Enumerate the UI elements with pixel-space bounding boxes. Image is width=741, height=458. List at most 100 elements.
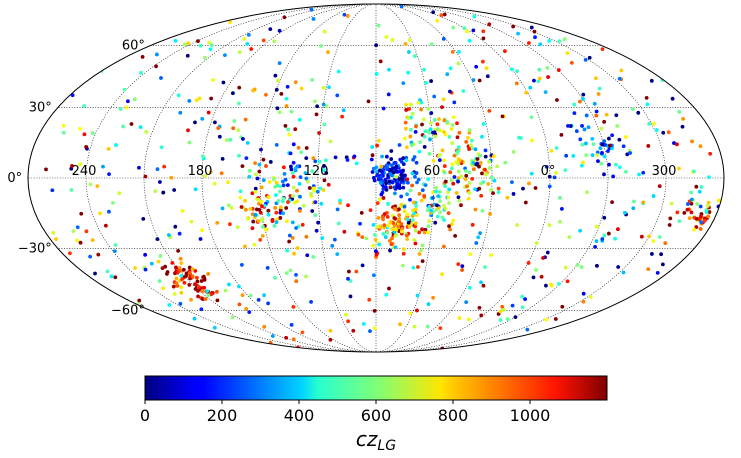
- galaxy-point: [351, 328, 356, 333]
- galaxy-point: [390, 180, 395, 185]
- galaxy-point: [422, 145, 427, 149]
- galaxy-point: [113, 275, 118, 280]
- galaxy-point: [277, 110, 282, 115]
- galaxy-point: [194, 98, 199, 103]
- galaxy-point: [319, 201, 324, 206]
- galaxy-point: [375, 224, 380, 229]
- galaxy-point: [408, 311, 413, 316]
- galaxy-point: [98, 211, 103, 216]
- galaxy-point: [657, 184, 662, 189]
- galaxy-point: [442, 203, 446, 208]
- graticule: [28, 4, 724, 352]
- galaxy-point: [374, 252, 379, 257]
- galaxy-point: [231, 126, 236, 131]
- galaxy-point: [342, 12, 347, 17]
- galaxy-point: [581, 97, 585, 101]
- galaxy-point: [209, 96, 214, 101]
- meridian-line: [396, 4, 667, 352]
- galaxy-point: [433, 220, 438, 225]
- galaxy-point: [451, 115, 456, 120]
- galaxy-point: [414, 160, 419, 165]
- galaxy-point: [536, 79, 541, 84]
- galaxy-point: [447, 187, 452, 192]
- galaxy-point: [705, 204, 710, 208]
- galaxy-point: [276, 78, 280, 83]
- galaxy-point: [182, 42, 187, 47]
- meridian-line: [259, 4, 368, 352]
- galaxy-point: [559, 132, 564, 137]
- galaxy-point: [692, 169, 696, 174]
- galaxy-point: [305, 253, 310, 258]
- galaxy-point: [413, 221, 418, 226]
- galaxy-point: [173, 224, 178, 229]
- galaxy-point: [273, 184, 278, 189]
- galaxy-point: [471, 78, 476, 82]
- galaxy-point: [457, 316, 462, 320]
- galaxy-point: [212, 181, 217, 186]
- galaxy-point: [557, 39, 562, 44]
- galaxy-point: [311, 254, 316, 259]
- galaxy-point: [418, 140, 423, 145]
- galaxy-point: [368, 329, 372, 334]
- galaxy-point: [289, 167, 294, 172]
- galaxy-point: [344, 312, 348, 317]
- galaxy-point: [563, 265, 568, 270]
- galaxy-point: [456, 179, 460, 184]
- galaxy-point: [596, 92, 601, 96]
- galaxy-point: [414, 171, 419, 175]
- galaxy-point: [404, 102, 408, 107]
- galaxy-point: [374, 169, 379, 174]
- galaxy-point: [698, 144, 703, 149]
- galaxy-point: [369, 157, 374, 162]
- galaxy-point: [537, 76, 542, 81]
- galaxy-point: [510, 180, 514, 185]
- galaxy-point: [615, 124, 620, 128]
- galaxy-point: [296, 145, 301, 150]
- galaxy-point: [410, 183, 414, 188]
- galaxy-point: [293, 200, 297, 205]
- galaxy-point: [242, 37, 247, 41]
- galaxy-point: [466, 196, 471, 201]
- colorbar-tick-label: 600: [361, 406, 392, 425]
- galaxy-point: [402, 136, 407, 141]
- galaxy-point: [224, 138, 229, 142]
- colorbar-tick-label: 800: [438, 406, 469, 425]
- galaxy-point: [276, 199, 281, 203]
- galaxy-point: [300, 330, 305, 335]
- galaxy-point: [187, 140, 192, 145]
- galaxy-point: [274, 180, 279, 185]
- galaxy-point: [422, 230, 427, 235]
- galaxy-point: [162, 164, 167, 169]
- galaxy-point: [412, 211, 417, 216]
- galaxy-point: [383, 235, 388, 240]
- galaxy-point: [702, 218, 707, 223]
- galaxy-point: [655, 271, 660, 275]
- galaxy-point: [229, 206, 234, 210]
- galaxy-point: [384, 292, 389, 297]
- galaxy-point: [614, 113, 619, 118]
- galaxy-point: [406, 116, 411, 121]
- galaxy-point: [326, 182, 331, 187]
- galaxy-point: [348, 294, 353, 299]
- galaxy-point: [291, 304, 296, 309]
- galaxy-point: [695, 202, 700, 206]
- galaxy-point: [373, 237, 378, 242]
- galaxy-point: [322, 178, 327, 183]
- galaxy-point: [186, 41, 191, 46]
- galaxy-point: [209, 43, 214, 48]
- galaxy-point: [228, 137, 233, 142]
- galaxy-point: [179, 285, 184, 290]
- galaxy-point: [399, 221, 404, 226]
- galaxy-point: [464, 169, 468, 173]
- galaxy-point: [315, 104, 320, 109]
- galaxy-point: [95, 184, 100, 189]
- galaxy-point: [427, 151, 432, 156]
- colorbar-tick-label: 400: [284, 406, 315, 425]
- galaxy-point: [278, 208, 283, 212]
- galaxy-point: [685, 202, 690, 206]
- galaxy-point: [309, 7, 314, 12]
- galaxy-point: [402, 209, 407, 214]
- galaxy-point: [274, 193, 278, 197]
- lat-tick-label: 60°: [122, 38, 145, 53]
- galaxy-point: [335, 207, 340, 212]
